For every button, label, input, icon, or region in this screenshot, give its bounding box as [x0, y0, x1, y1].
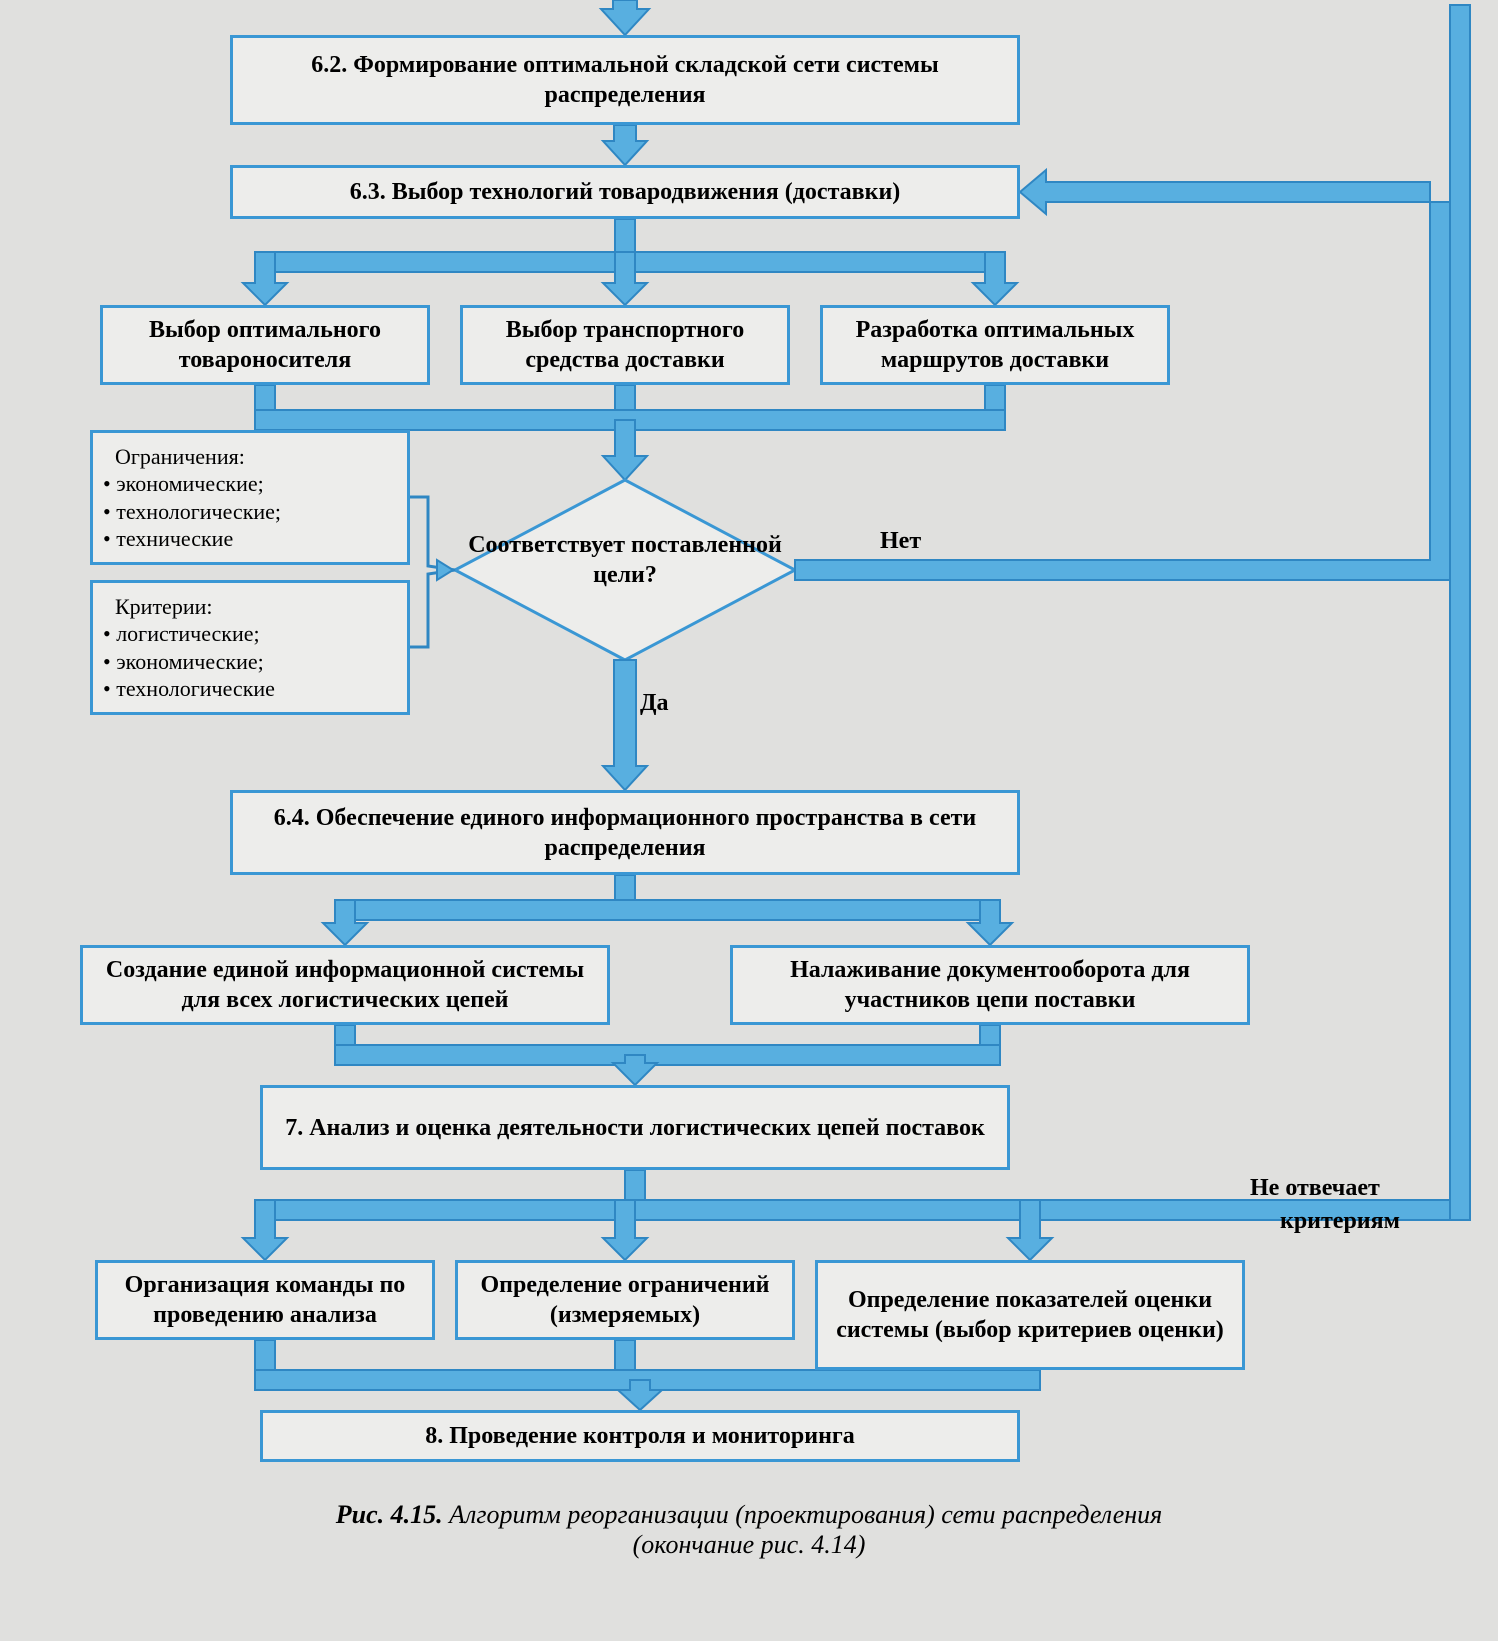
- node-6-3b-label: Выбор транспортного средства доставки: [473, 315, 777, 375]
- criteria-content: Критерии: • логистические; • экономическ…: [103, 593, 397, 703]
- node-6-4a-label: Создание единой информационной системы д…: [93, 955, 597, 1015]
- decision-label: Соответствует поставленной цели?: [455, 530, 795, 590]
- constraints-items: • экономические; • технологические; • те…: [103, 471, 281, 551]
- node-7b-label: Определение ограничений (измеряемых): [468, 1270, 782, 1330]
- node-6-2: 6.2. Формирование оптимальной складской …: [230, 35, 1020, 125]
- node-7c: Определение показателей оценки системы (…: [815, 1260, 1245, 1370]
- caption-line1: Алгоритм реорганизации (проектирования) …: [443, 1500, 1163, 1529]
- node-6-4b: Налаживание документооборота для участни…: [730, 945, 1250, 1025]
- flowchart-page: 6.2. Формирование оптимальной складской …: [0, 0, 1498, 1641]
- node-6-3c: Разработка оптимальных маршрутов доставк…: [820, 305, 1170, 385]
- figure-caption: Рис. 4.15. Алгоритм реорганизации (проек…: [0, 1500, 1498, 1560]
- fail-label-2: критериям: [1280, 1208, 1400, 1235]
- constraints-box: Ограничения: • экономические; • технолог…: [90, 430, 410, 565]
- node-7b: Определение ограничений (измеряемых): [455, 1260, 795, 1340]
- criteria-box: Критерии: • логистические; • экономическ…: [90, 580, 410, 715]
- caption-line2: (окончание рис. 4.14): [0, 1530, 1498, 1560]
- constraints-title: Ограничения:: [115, 443, 245, 471]
- node-6-4: 6.4. Обеспечение единого информационного…: [230, 790, 1020, 875]
- criteria-items: • логистические; • экономические; • техн…: [103, 621, 275, 701]
- node-7-label: 7. Анализ и оценка деятельности логистич…: [273, 1113, 997, 1143]
- node-6-3b: Выбор транспортного средства доставки: [460, 305, 790, 385]
- node-6-3-label: 6.3. Выбор технологий товародвижения (до…: [243, 177, 1007, 207]
- criteria-title: Критерии:: [115, 593, 213, 621]
- node-6-3: 6.3. Выбор технологий товародвижения (до…: [230, 165, 1020, 219]
- node-7a: Организация команды по проведению анализ…: [95, 1260, 435, 1340]
- constraints-content: Ограничения: • экономические; • технолог…: [103, 443, 397, 553]
- node-6-4a: Создание единой информационной системы д…: [80, 945, 610, 1025]
- caption-prefix: Рис. 4.15.: [336, 1500, 443, 1529]
- decision-no-label: Нет: [880, 528, 921, 555]
- node-7c-label: Определение показателей оценки системы (…: [828, 1285, 1232, 1345]
- decision-yes-label: Да: [640, 690, 669, 717]
- node-8-label: 8. Проведение контроля и мониторинга: [273, 1421, 1007, 1451]
- node-6-3a-label: Выбор оптимального товароносителя: [113, 315, 417, 375]
- node-6-4b-label: Налаживание документооборота для участни…: [743, 955, 1237, 1015]
- node-7: 7. Анализ и оценка деятельности логистич…: [260, 1085, 1010, 1170]
- node-6-4-label: 6.4. Обеспечение единого информационного…: [243, 803, 1007, 863]
- node-6-3c-label: Разработка оптимальных маршрутов доставк…: [833, 315, 1157, 375]
- fail-label-1: Не отвечает критериямНе отвечает: [1250, 1175, 1380, 1202]
- node-7a-label: Организация команды по проведению анализ…: [108, 1270, 422, 1330]
- node-6-2-label: 6.2. Формирование оптимальной складской …: [243, 50, 1007, 110]
- node-6-3a: Выбор оптимального товароносителя: [100, 305, 430, 385]
- node-8: 8. Проведение контроля и мониторинга: [260, 1410, 1020, 1462]
